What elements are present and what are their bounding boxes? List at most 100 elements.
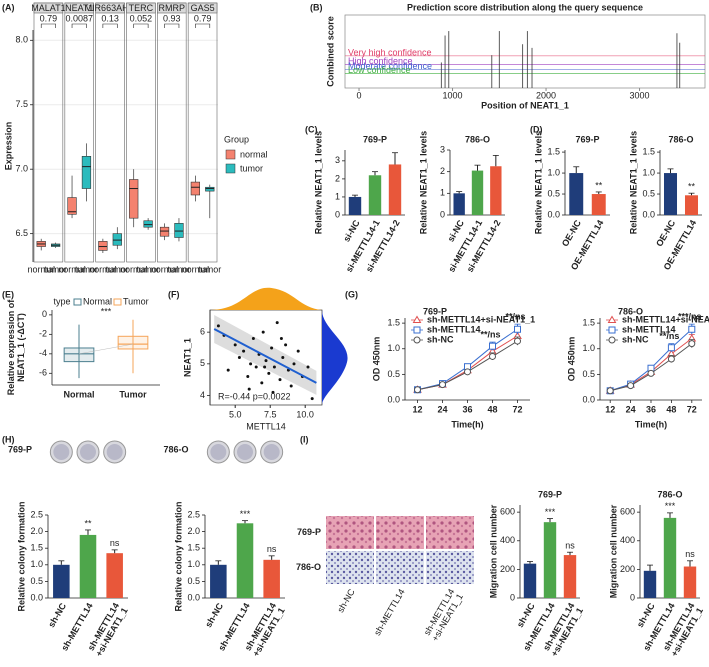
y-tick-label: 7.0 [15, 164, 28, 174]
legend-label: tumor [240, 163, 263, 173]
y-axis-label: Relative colony formation [173, 501, 183, 611]
significance: *** [101, 306, 112, 316]
bar [453, 193, 465, 215]
y-tick-label: 600 [620, 507, 635, 517]
y-tick-label: 400 [620, 535, 635, 545]
y-tick-label: 400 [500, 535, 515, 545]
y-tick-label: 0 [42, 309, 47, 319]
colony-dish-inner [53, 444, 70, 460]
y-tick-label: 0.5 [387, 369, 400, 379]
y-axis-label: Relative colony formation [16, 501, 26, 611]
point [237, 356, 241, 359]
threshold-label: Low confidence [348, 65, 411, 75]
x-tick-label: 10.0 [296, 409, 314, 419]
point [514, 325, 521, 333]
x-density [210, 287, 322, 310]
y-tick-label: 7.5 [15, 99, 28, 109]
point [271, 390, 275, 394]
point [464, 368, 471, 376]
panel-label: (I) [300, 434, 309, 444]
y-tick-label: 1.0 [642, 167, 655, 177]
x-tick-label: 1000 [443, 90, 463, 100]
x-tick-label: sh-NC [46, 601, 68, 629]
y-tick-label: 2.5 [187, 509, 200, 519]
x-tick-label: tumor [106, 264, 129, 274]
bar [523, 563, 537, 598]
stat-annotation: R=-0.44 p=0.0022 [218, 391, 291, 401]
y-tick-label: 1.0 [547, 167, 560, 177]
point [233, 343, 237, 347]
chart-title: Prediction score distribution along the … [407, 2, 643, 12]
col-label: sh-NC [335, 587, 357, 615]
facet-title: NEAT1 [65, 3, 93, 13]
col-label: sh-METTL14+si-NEAT1_1 [422, 587, 466, 643]
y-tick-label: 1.5 [187, 543, 200, 553]
chart-title: 769-P [538, 489, 562, 499]
x-tick-label: 36 [646, 404, 656, 414]
facet-strip [33, 2, 64, 14]
panel-label: (C) [305, 124, 318, 134]
p-value: 0.79 [194, 13, 212, 23]
point [279, 337, 283, 340]
plot-frame [344, 14, 706, 89]
p-value: 0.13 [101, 13, 119, 23]
point [489, 342, 496, 350]
y-tick-label: 1.5 [582, 318, 595, 328]
threshold-label: Moderate confidence [348, 61, 432, 71]
panel-label: (A) [2, 2, 15, 12]
colony-dish-inner [106, 444, 123, 460]
y-axis-label: Migration cell number [488, 504, 498, 598]
point [310, 397, 314, 401]
y-tick-label: 1.0 [582, 343, 595, 353]
micrograph [376, 516, 424, 549]
legend-swatch [113, 298, 122, 306]
y-tick-label: 1.5 [30, 543, 43, 553]
y-axis-label: NEAT1_1 [182, 338, 192, 377]
point [606, 387, 614, 395]
colony-dish-inner [237, 444, 253, 460]
y-axis-label: Combined score [325, 16, 335, 87]
y-tick-label: 0.5 [187, 576, 200, 586]
legend-marker [608, 326, 616, 334]
facet-title: RMRP [159, 3, 186, 13]
point [284, 343, 288, 347]
x-tick-label: 0 [357, 90, 362, 100]
box [143, 220, 153, 228]
point [292, 362, 296, 366]
bar [236, 523, 254, 598]
comparison-bracket [40, 23, 56, 28]
y-tick-label: 2 [335, 173, 340, 183]
significance: **/ns [480, 329, 500, 339]
significance: ns [267, 544, 277, 554]
threshold-label: High confidence [348, 56, 413, 66]
facet-title: GAS5 [191, 3, 215, 13]
x-tick-label: tumor [137, 264, 160, 274]
comparison-bracket [195, 23, 211, 28]
bar [263, 559, 280, 598]
legend-swatch [225, 163, 236, 174]
p-value: 0.0087 [65, 13, 93, 23]
legend-label: Normal [83, 296, 112, 306]
x-tick-label: normal [58, 264, 86, 274]
significance: ns [565, 541, 575, 551]
significance: ns [685, 549, 695, 559]
chart-title: 769-P [575, 134, 599, 144]
box [159, 226, 170, 237]
bar [348, 196, 362, 215]
bar [683, 566, 697, 598]
legend-marker [412, 315, 422, 323]
x-tick-label: normal [27, 264, 55, 274]
x-tick-label: 72 [512, 404, 522, 414]
point [667, 344, 675, 352]
significance: *** [545, 507, 556, 517]
legend-title: type [53, 296, 70, 306]
y-tick-label: 2.0 [30, 526, 43, 536]
y-tick-label: 0.5 [30, 576, 43, 586]
y-tick-label: 0.0 [547, 209, 560, 219]
y-tick-label: 5 [200, 358, 205, 368]
point [264, 359, 268, 363]
facet-strip [95, 2, 125, 14]
point [296, 349, 300, 353]
y-tick-label: 6 [200, 327, 205, 337]
